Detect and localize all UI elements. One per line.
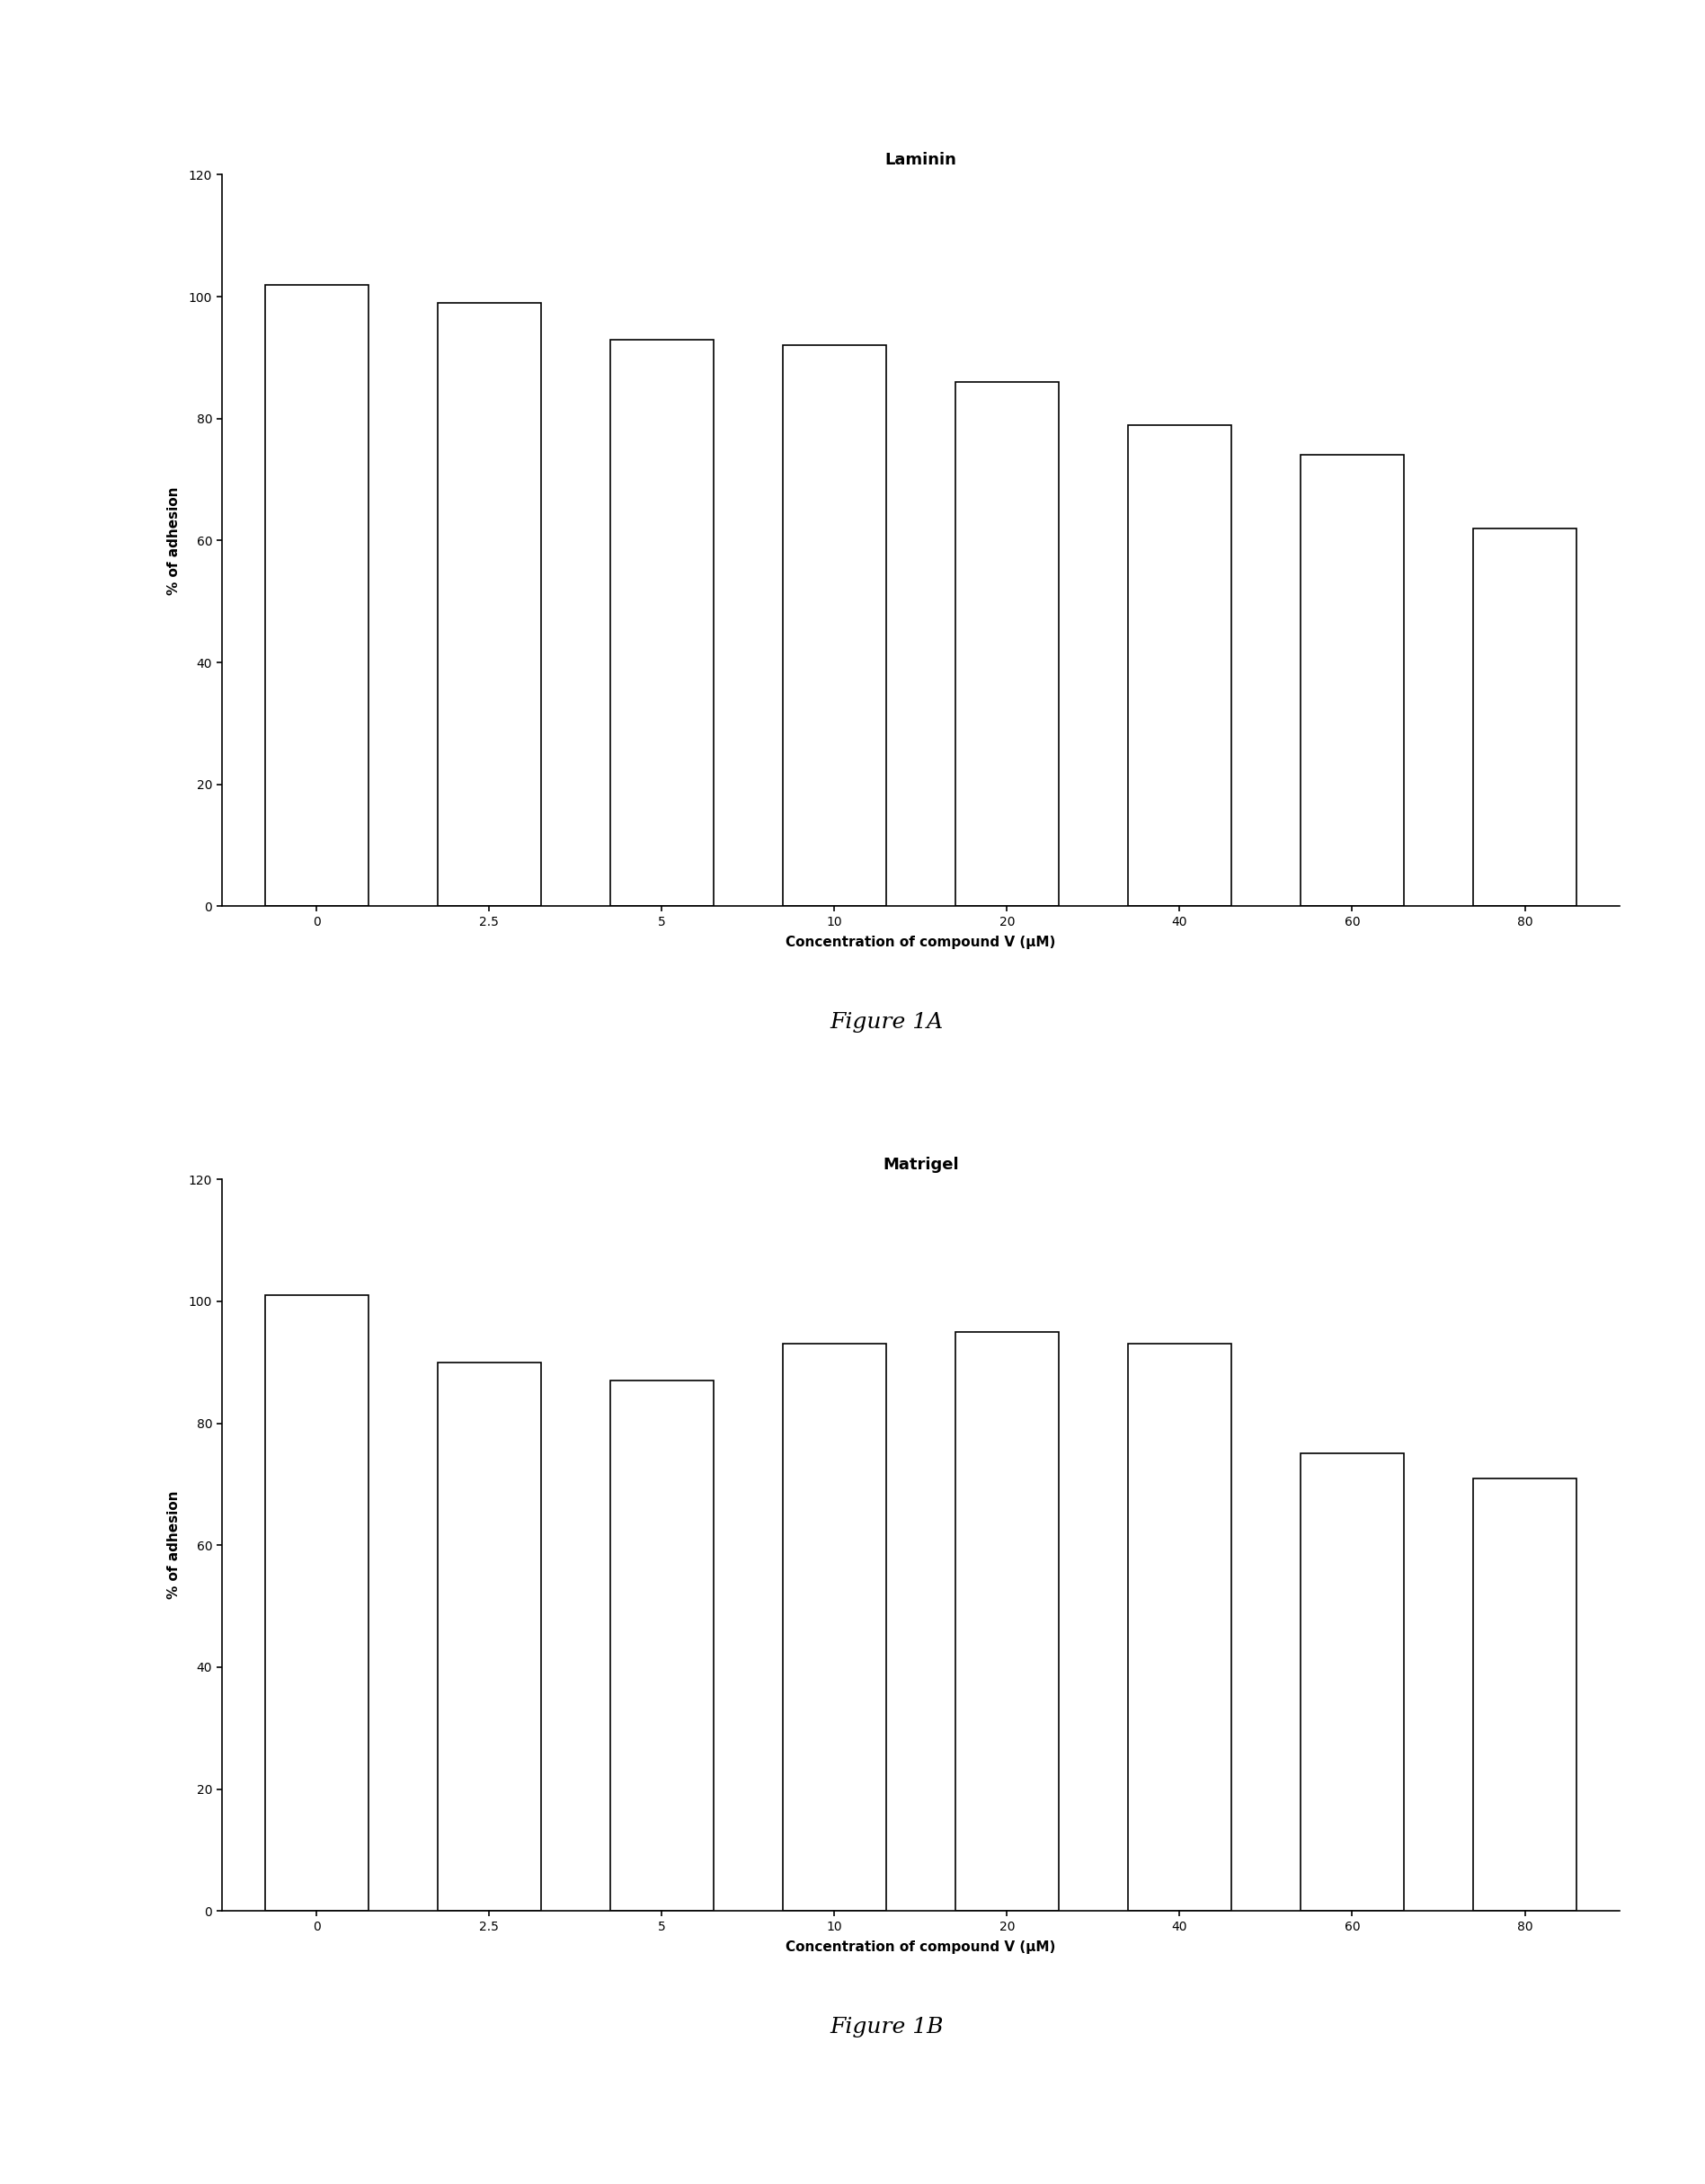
Bar: [1473, 1479, 1577, 1911]
Bar: [438, 304, 540, 906]
Bar: [1301, 454, 1403, 906]
Bar: [1301, 1455, 1403, 1911]
Y-axis label: % of adhesion: % of adhesion: [167, 1492, 181, 1599]
X-axis label: Concentration of compound V (μM): Concentration of compound V (μM): [786, 1939, 1055, 1955]
Bar: [955, 1332, 1059, 1911]
Bar: [1473, 529, 1577, 906]
Y-axis label: % of adhesion: % of adhesion: [167, 487, 181, 594]
Text: Figure 1A: Figure 1A: [830, 1011, 943, 1033]
X-axis label: Concentration of compound V (μM): Concentration of compound V (μM): [786, 935, 1055, 950]
Title: Laminin: Laminin: [885, 153, 957, 168]
Bar: [438, 1363, 540, 1911]
Bar: [610, 1380, 714, 1911]
Bar: [264, 1295, 368, 1911]
Bar: [1127, 424, 1231, 906]
Bar: [955, 382, 1059, 906]
Bar: [783, 345, 887, 906]
Bar: [610, 339, 714, 906]
Bar: [783, 1343, 887, 1911]
Text: Figure 1B: Figure 1B: [830, 2016, 943, 2038]
Bar: [264, 284, 368, 906]
Title: Matrigel: Matrigel: [883, 1158, 958, 1173]
Bar: [1127, 1343, 1231, 1911]
